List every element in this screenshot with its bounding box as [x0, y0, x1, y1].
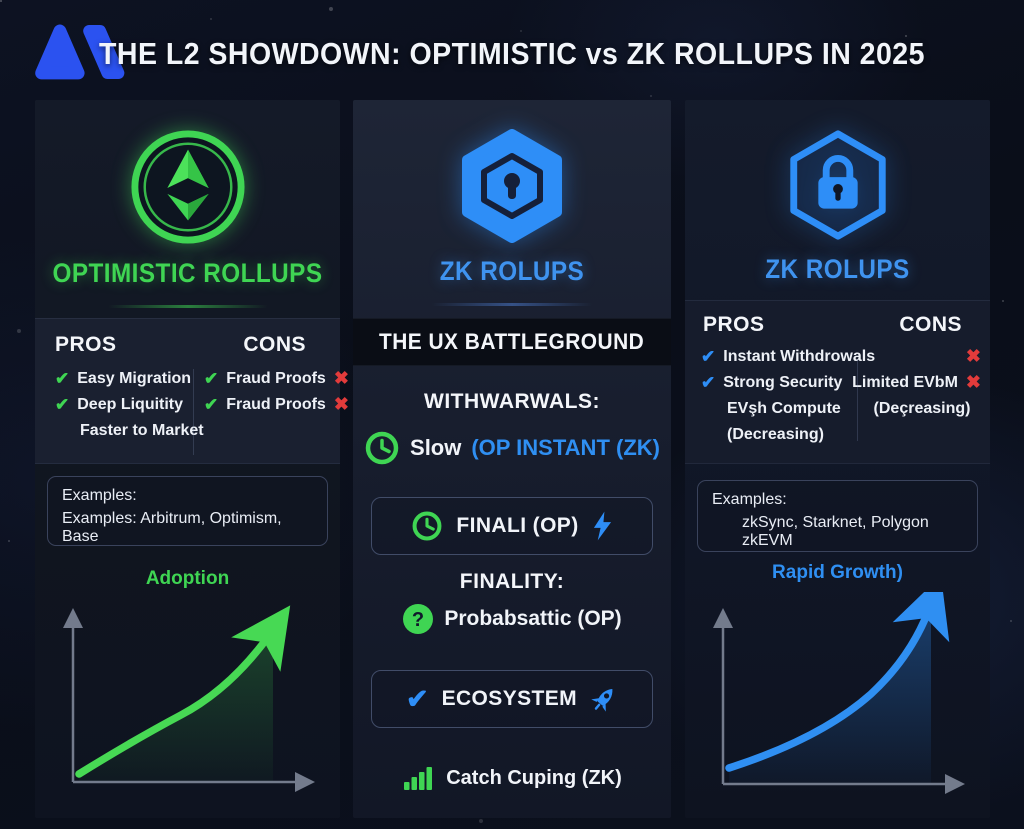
withdrawals-note: (OP INSTANT (ZK)	[471, 435, 660, 460]
check-icon: ✔	[55, 369, 70, 388]
pros-header: PROS	[55, 333, 117, 356]
examples-text: Examples: Arbitrum, Optimism, Base	[62, 510, 282, 545]
check-icon: ✔	[405, 683, 429, 714]
clock-icon	[412, 511, 442, 541]
right-chart-label: Rapid Growth)	[772, 562, 903, 583]
question-icon: ?	[403, 604, 434, 634]
left-pros-cons-section: PROS CONS ✔ Easy Migration ✔ Deep Liquit…	[35, 318, 349, 464]
pro-item: ✔ Instant Withdrowals	[701, 347, 876, 366]
con-item: ✖	[863, 345, 981, 368]
left-examples-box: Examples: Examples: Arbitrum, Optimism, …	[47, 476, 328, 546]
lightning-icon	[593, 511, 611, 541]
withdrawals-value: Slow	[410, 435, 462, 460]
con-item: Limited EVbM ✖	[852, 372, 981, 392]
left-column-title: OPTIMISTIC ROLLUPS	[52, 258, 323, 288]
svg-text:?: ?	[412, 609, 424, 631]
check-icon: ✔	[701, 373, 716, 392]
section-header-band: THE UX BATTLEGROUND	[353, 318, 671, 366]
rapid-growth-chart	[713, 592, 965, 794]
ecosystem-label: ECOSYSTEM	[441, 687, 578, 710]
con-item: (Deçreasing)	[873, 400, 971, 417]
brand-logo-icon	[35, 24, 125, 80]
adoption-growth-chart	[63, 605, 315, 792]
check-icon: ✔	[204, 395, 219, 414]
divider	[432, 303, 592, 306]
finality-row: ? Probabsattic (OP)	[353, 603, 671, 635]
withdrawals-row: Slow (OP INSTANT (ZK)	[353, 430, 671, 466]
finality-op-box: FINALI (OP)	[371, 497, 653, 555]
check-icon: ✔	[701, 347, 716, 366]
shield-keyhole-hexagon-icon	[462, 129, 562, 243]
pro-item: Faster to Market	[80, 422, 204, 439]
section-header: THE UX BATTLEGROUND	[379, 329, 645, 354]
finality-box-label: FINALI (OP)	[456, 514, 579, 537]
pros-header: PROS	[703, 313, 765, 336]
withdrawals-header: WITHWARWALS:	[424, 390, 600, 413]
middle-column-title: ZK ROLUPS	[439, 256, 585, 286]
cross-icon: ✖	[965, 346, 981, 366]
finality-header: FINALITY:	[459, 570, 565, 593]
right-examples-box: Examples: zkSync, Starknet, Polygon zkEV…	[697, 480, 978, 552]
examples-label: Examples:	[712, 491, 787, 508]
bar-chart-icon	[404, 767, 433, 790]
con-item: ✔ Fraud Proofs ✖	[204, 368, 349, 388]
right-pros-cons-section: PROS CONS ✔ Instant Withdrowals ✔ Strong…	[685, 300, 990, 464]
ecosystem-box: ✔ ECOSYSTEM	[371, 670, 653, 728]
clock-icon	[365, 431, 399, 465]
pro-item: EVşh Compute	[727, 400, 841, 417]
ethereum-icon	[130, 130, 245, 244]
cross-icon: ✖	[333, 394, 349, 414]
examples-label: Examples:	[62, 487, 137, 504]
left-chart-label: Adoption	[145, 568, 230, 589]
background-stars	[0, 0, 2, 2]
optimistic-rollups-panel: OPTIMISTIC ROLLUPS PROS CONS ✔ Easy Migr…	[35, 100, 349, 818]
finality-value: Probabsattic (OP)	[444, 607, 622, 630]
divider	[857, 359, 858, 441]
right-column-title: ZK ROLUPS	[765, 254, 910, 284]
pro-item: (Decreasing)	[727, 426, 824, 443]
page-title: THE L2 SHOWDOWN: OPTIMISTIC vs ZK ROLLUP…	[99, 36, 925, 71]
cross-icon: ✖	[333, 368, 349, 388]
rocket-icon	[591, 689, 613, 712]
bottom-note: Catch Cuping (ZK)	[446, 767, 622, 789]
cons-header: CONS	[243, 333, 306, 356]
pro-item: ✔ Strong Security	[701, 373, 843, 392]
check-icon: ✔	[55, 395, 70, 414]
pro-item: ✔ Deep Liquitity	[55, 395, 184, 414]
ux-battleground-panel: ZK ROLUPS THE UX BATTLEGROUND WITHWARWAL…	[353, 100, 671, 818]
pro-item: ✔ Easy Migration	[55, 369, 192, 388]
cons-header: CONS	[899, 313, 962, 336]
zk-rollups-panel: ZK ROLUPS PROS CONS ✔ Instant Withdrowal…	[685, 100, 990, 818]
con-item: ✔ Fraud Proofs ✖	[204, 394, 349, 414]
examples-text: zkSync, Starknet, Polygon zkEVM	[742, 514, 929, 549]
catching-up-row: Catch Cuping (ZK)	[353, 765, 671, 792]
padlock-hexagon-icon	[789, 130, 886, 240]
cross-icon: ✖	[965, 372, 981, 392]
check-icon: ✔	[204, 369, 219, 388]
divider	[107, 305, 268, 308]
divider	[193, 369, 194, 455]
